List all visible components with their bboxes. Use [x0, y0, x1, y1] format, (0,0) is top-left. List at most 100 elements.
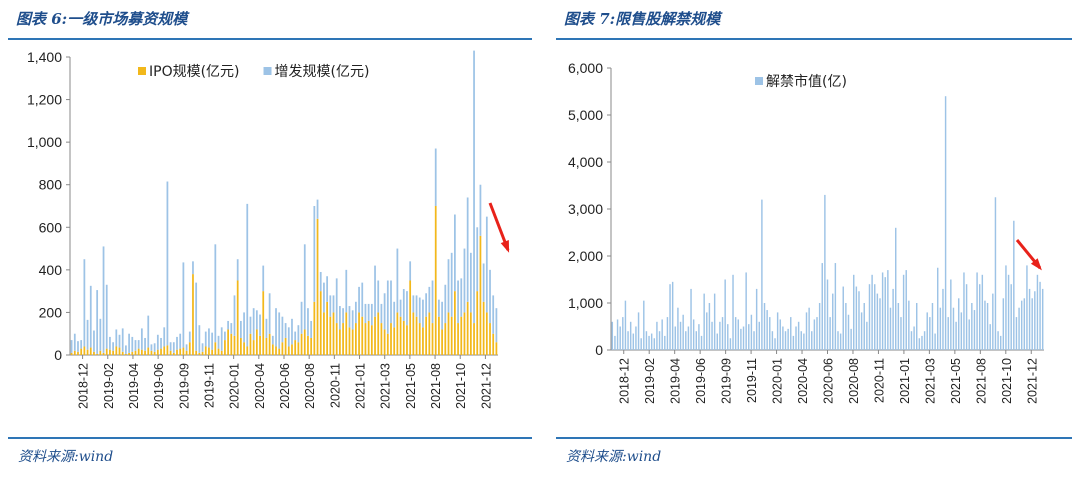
bar — [910, 331, 913, 350]
bar — [648, 335, 650, 350]
bar — [495, 308, 498, 343]
x-tick-label: 2019-06 — [152, 363, 166, 409]
bar — [489, 323, 491, 355]
bar — [115, 329, 118, 347]
bar — [713, 293, 716, 350]
bar — [345, 269, 348, 313]
source-rule — [556, 437, 1072, 439]
bar — [761, 199, 763, 350]
bar — [986, 303, 989, 350]
bar — [377, 312, 380, 355]
bar — [787, 328, 789, 350]
bar — [77, 341, 79, 352]
bar — [905, 270, 907, 350]
bar — [492, 333, 495, 355]
bar — [230, 333, 233, 355]
y-tick-label: 0 — [54, 347, 62, 363]
bar — [926, 312, 928, 350]
bar — [690, 288, 692, 350]
bar — [976, 272, 978, 350]
bar — [89, 347, 92, 355]
bar — [674, 326, 677, 350]
bar — [134, 350, 137, 355]
bar — [412, 295, 415, 313]
x-tick-label: 2021-12 — [479, 363, 493, 409]
bar — [921, 335, 923, 350]
bar — [77, 351, 79, 355]
fundraising-chart: 0 200 400 600 800 1,000 1,200 1,400 2018-12 2019-… — [27, 49, 510, 409]
bar — [249, 333, 252, 355]
bar — [984, 300, 986, 350]
x-tick-label: 2021-08 — [429, 363, 443, 409]
bar — [249, 316, 252, 334]
bar — [396, 312, 399, 355]
bar — [380, 323, 383, 355]
bar — [784, 331, 787, 350]
bar — [204, 331, 207, 347]
bar — [204, 346, 207, 355]
bar — [93, 330, 95, 352]
bar — [640, 338, 642, 350]
bar — [326, 276, 328, 302]
bar — [687, 326, 690, 350]
bar — [358, 312, 360, 355]
bar — [428, 286, 431, 313]
bar — [118, 334, 121, 348]
bar — [1015, 317, 1018, 350]
bar — [348, 306, 351, 328]
bar — [418, 297, 421, 324]
bar — [118, 347, 121, 355]
bar — [307, 308, 309, 336]
bar — [808, 307, 810, 350]
bar — [271, 344, 274, 355]
bar — [708, 303, 711, 350]
bar — [944, 96, 947, 350]
y-tick-label: 600 — [39, 219, 63, 235]
bar — [390, 323, 392, 355]
bar — [447, 259, 450, 313]
bar — [695, 331, 698, 350]
bar — [460, 316, 463, 355]
bar — [259, 314, 261, 336]
bar — [102, 352, 105, 355]
x-tick-label: 2020-06 — [822, 358, 836, 404]
bar — [125, 353, 127, 355]
bar — [262, 265, 265, 292]
y-tick-label: 200 — [39, 304, 63, 320]
bar — [211, 332, 214, 350]
bar — [348, 327, 351, 355]
bar — [850, 328, 852, 350]
bar — [409, 261, 412, 281]
bar — [422, 299, 424, 328]
bar — [383, 329, 386, 355]
bar — [169, 350, 172, 355]
bar — [370, 325, 373, 355]
bar — [390, 280, 392, 324]
bar — [313, 206, 316, 302]
bar — [685, 331, 687, 350]
bar — [236, 259, 239, 281]
bar — [434, 206, 437, 355]
bar — [800, 331, 802, 350]
bar — [908, 300, 910, 350]
bar — [981, 274, 984, 350]
bar — [661, 319, 663, 350]
y-tick-label: 3,000 — [568, 201, 603, 217]
bar — [195, 282, 198, 351]
bar — [163, 327, 166, 347]
bar — [188, 331, 191, 343]
bar — [374, 316, 376, 355]
bar — [1018, 307, 1020, 350]
bar — [936, 267, 939, 350]
bar — [897, 303, 900, 350]
bar — [923, 331, 926, 350]
bar — [821, 263, 823, 350]
bar — [109, 336, 111, 350]
bar — [874, 284, 876, 350]
bar — [428, 312, 431, 355]
bar — [351, 329, 354, 355]
x-tick-label: 2020-01 — [771, 358, 785, 404]
bar — [182, 347, 185, 355]
bar — [824, 194, 826, 350]
x-tick-label: 2021-03 — [379, 363, 393, 409]
